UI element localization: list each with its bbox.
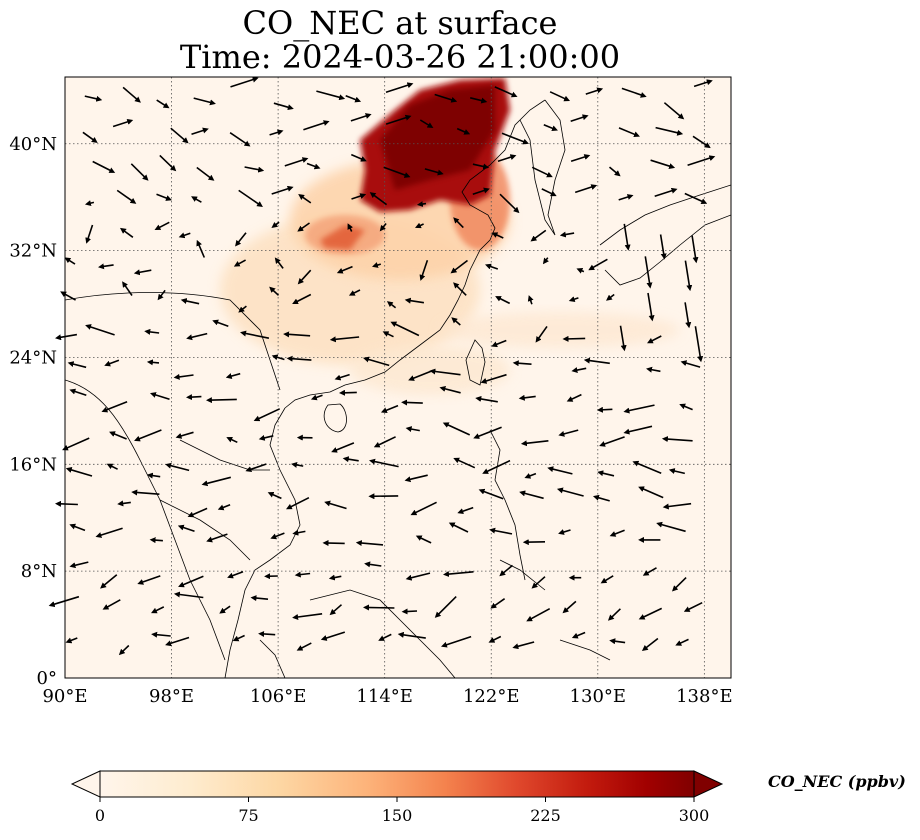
wind-arrow	[152, 540, 163, 541]
lat-tick-label: 32°N	[9, 241, 57, 262]
wind-arrow	[599, 409, 613, 410]
colorbar-tick-label: 0	[95, 806, 105, 825]
lon-tick-label: 98°E	[149, 686, 194, 707]
colorbar-tick-label: 300	[679, 806, 710, 825]
haze-east	[440, 312, 680, 348]
colorbar-tick-label: 150	[382, 806, 413, 825]
colorbar-ticks: 0 75 150 225 300	[95, 797, 709, 825]
lon-tick-label: 130°E	[570, 686, 627, 707]
lat-tick-label: 8°N	[21, 561, 57, 582]
wind-arrow	[208, 399, 237, 400]
colorbar-max-extend	[694, 771, 722, 797]
colorbar: 0 75 150 225 300	[72, 771, 722, 825]
colorbar-tick-label: 225	[530, 806, 561, 825]
longitude-axis: 90°E 98°E 106°E 114°E 122°E 130°E 138°E	[42, 686, 732, 707]
lat-tick-label: 16°N	[9, 454, 57, 475]
lat-tick-label: 24°N	[9, 347, 57, 368]
lon-tick-label: 106°E	[250, 686, 307, 707]
lon-tick-label: 114°E	[356, 686, 413, 707]
wind-arrow	[565, 338, 586, 339]
lon-tick-label: 122°E	[463, 686, 520, 707]
colorbar-min-extend	[72, 771, 100, 797]
latitude-axis: 0° 8°N 16°N 24°N 32°N 40°N	[9, 134, 57, 689]
wind-arrow	[260, 634, 275, 635]
haze-south-coast	[350, 345, 510, 395]
colorbar-label: CO_NEC (ppbv)	[768, 772, 906, 791]
lon-tick-label: 138°E	[676, 686, 733, 707]
wind-arrow	[341, 392, 357, 393]
lat-tick-label: 40°N	[9, 134, 57, 155]
wind-arrow	[57, 504, 78, 505]
lat-tick-label: 0°	[37, 668, 57, 689]
wind-arrow	[404, 611, 417, 612]
wind-arrow	[325, 543, 345, 544]
wind-arrow	[403, 402, 423, 403]
colorbar-tick-label: 75	[238, 806, 258, 825]
wind-arrow	[419, 204, 426, 205]
wind-arrow	[365, 607, 394, 608]
wind-arrow	[149, 362, 159, 363]
colorbar-bar	[100, 771, 694, 797]
lon-tick-label: 90°E	[42, 686, 87, 707]
wind-arrow	[188, 397, 201, 398]
